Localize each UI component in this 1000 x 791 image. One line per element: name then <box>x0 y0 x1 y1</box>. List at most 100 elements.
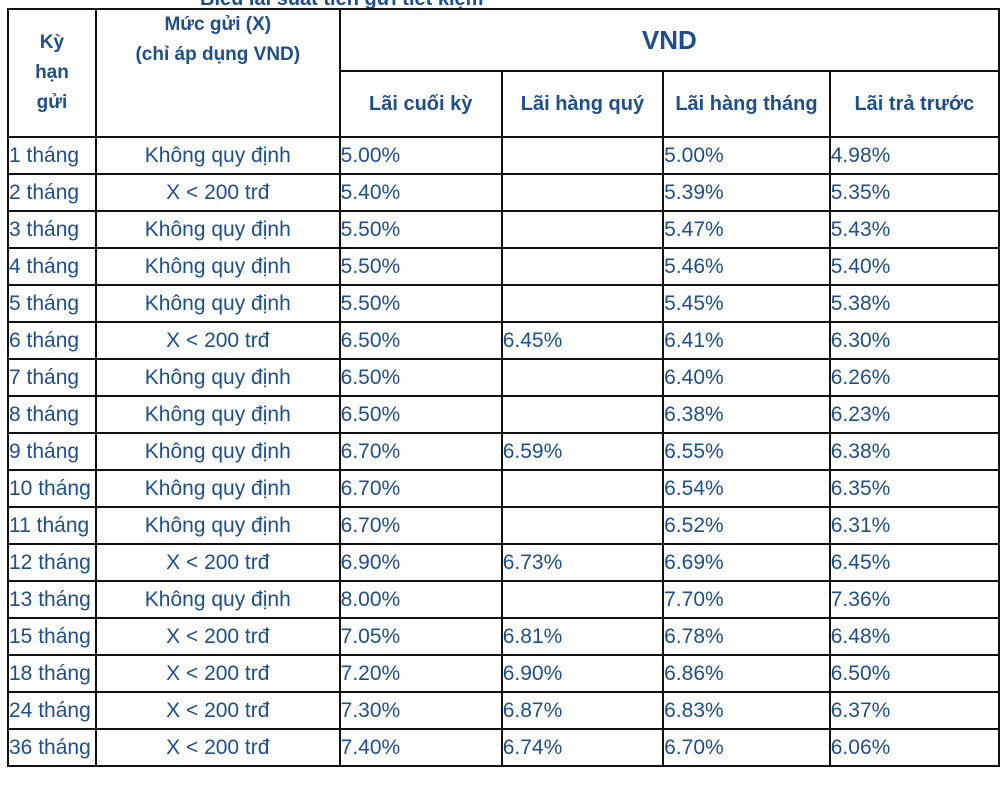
cell-amount: X < 200 trđ <box>94 173 341 212</box>
cell-term: 13 tháng <box>7 580 97 619</box>
cell-prepaid-rate: 5.35% <box>828 173 1000 212</box>
cell-quarterly-rate: 6.73% <box>500 543 665 582</box>
cell-monthly-rate: 6.41% <box>662 321 831 360</box>
cell-quarterly-rate <box>500 173 665 212</box>
cell-end-rate: 6.50% <box>338 358 503 397</box>
cell-monthly-rate: 5.47% <box>662 210 831 249</box>
cell-prepaid-rate: 4.98% <box>828 136 1000 175</box>
cell-quarterly-rate: 6.87% <box>500 691 665 730</box>
cell-amount: Không quy định <box>94 210 341 249</box>
cell-prepaid-rate: 6.38% <box>828 432 1000 471</box>
cell-prepaid-rate: 6.31% <box>828 506 1000 545</box>
cell-quarterly-rate <box>500 284 665 323</box>
cell-amount: X < 200 trđ <box>94 321 341 360</box>
cell-monthly-rate: 6.86% <box>662 654 831 693</box>
rate-table-body: 1 tháng Không quy định 5.00% 5.00% 4.98% 2 th… <box>7 136 1000 767</box>
cell-term: 12 tháng <box>7 543 97 582</box>
cell-amount: Không quy định <box>94 284 341 323</box>
header-term-label: Kỳ hạn gửi <box>35 32 69 113</box>
cell-term: 1 tháng <box>7 136 97 175</box>
cell-monthly-rate: 6.78% <box>662 617 831 656</box>
cell-monthly-rate: 5.39% <box>662 173 831 212</box>
cell-term: 5 tháng <box>7 284 97 323</box>
page-caption: Biểu lãi suất tiền gửi tiết kiệm <box>200 0 800 10</box>
cell-monthly-rate: 6.52% <box>662 506 831 545</box>
cell-amount: X < 200 trđ <box>94 617 341 656</box>
table-row: 8 tháng Không quy định 6.50% 6.38% 6.23% <box>7 395 1000 434</box>
cell-monthly-rate: 6.40% <box>662 358 831 397</box>
table-row: 3 tháng Không quy định 5.50% 5.47% 5.43% <box>7 210 1000 249</box>
cell-term: 7 tháng <box>7 358 97 397</box>
cell-end-rate: 5.50% <box>338 210 503 249</box>
cell-amount: Không quy định <box>94 580 341 619</box>
cell-prepaid-rate: 6.50% <box>828 654 1000 693</box>
header-currency: VND <box>338 8 1000 72</box>
cell-end-rate: 7.05% <box>338 617 503 656</box>
cell-amount: X < 200 trđ <box>94 543 341 582</box>
cell-end-rate: 7.20% <box>338 654 503 693</box>
cell-amount: Không quy định <box>94 136 341 175</box>
cell-amount: Không quy định <box>94 395 341 434</box>
cell-monthly-rate: 6.38% <box>662 395 831 434</box>
cell-quarterly-rate <box>500 210 665 249</box>
table-row: 7 tháng Không quy định 6.50% 6.40% 6.26% <box>7 358 1000 397</box>
cell-amount: Không quy định <box>94 358 341 397</box>
table-row: 11 tháng Không quy định 6.70% 6.52% 6.31% <box>7 506 1000 545</box>
cell-quarterly-rate: 6.59% <box>500 432 665 471</box>
header-amount-line2: (chỉ áp dụng VND) <box>135 44 301 65</box>
cell-end-rate: 6.50% <box>338 321 503 360</box>
cell-prepaid-rate: 6.26% <box>828 358 1000 397</box>
cell-quarterly-rate <box>500 506 665 545</box>
cell-quarterly-rate <box>500 247 665 286</box>
cell-monthly-rate: 6.54% <box>662 469 831 508</box>
cell-amount: X < 200 trđ <box>94 654 341 693</box>
cell-quarterly-rate: 6.45% <box>500 321 665 360</box>
cell-quarterly-rate: 6.90% <box>500 654 665 693</box>
cell-end-rate: 6.70% <box>338 432 503 471</box>
cell-term: 11 tháng <box>7 506 97 545</box>
header-quarterly: Lãi hàng quý <box>500 70 665 138</box>
cell-term: 10 tháng <box>7 469 97 508</box>
cell-term: 18 tháng <box>7 654 97 693</box>
cell-prepaid-rate: 6.30% <box>828 321 1000 360</box>
cell-term: 6 tháng <box>7 321 97 360</box>
cell-prepaid-rate: 5.40% <box>828 247 1000 286</box>
cell-quarterly-rate <box>500 469 665 508</box>
cell-term: 15 tháng <box>7 617 97 656</box>
table-row: 12 tháng X < 200 trđ 6.90% 6.73% 6.69% 6.45% <box>7 543 1000 582</box>
cell-monthly-rate: 5.46% <box>662 247 831 286</box>
header-amount: Mức gửi (X) (chỉ áp dụng VND) <box>94 8 341 138</box>
table-row: 13 tháng Không quy định 8.00% 7.70% 7.36% <box>7 580 1000 619</box>
cell-monthly-rate: 5.45% <box>662 284 831 323</box>
table-row: 18 tháng X < 200 trđ 7.20% 6.90% 6.86% 6.50% <box>7 654 1000 693</box>
header-end-of-term: Lãi cuối kỳ <box>338 70 503 138</box>
table-row: 36 tháng X < 200 trđ 7.40% 6.74% 6.70% 6.06% <box>7 728 1000 767</box>
header-term: Kỳ hạn gửi <box>7 8 97 138</box>
cell-prepaid-rate: 7.36% <box>828 580 1000 619</box>
header-amount-line1: Mức gửi (X) <box>164 14 272 35</box>
cell-monthly-rate: 6.70% <box>662 728 831 767</box>
cell-end-rate: 8.00% <box>338 580 503 619</box>
cell-term: 24 tháng <box>7 691 97 730</box>
cell-amount: Không quy định <box>94 506 341 545</box>
table-row: 1 tháng Không quy định 5.00% 5.00% 4.98% <box>7 136 1000 175</box>
table-row: 2 tháng X < 200 trđ 5.40% 5.39% 5.35% <box>7 173 1000 212</box>
cell-end-rate: 6.70% <box>338 469 503 508</box>
cell-prepaid-rate: 6.45% <box>828 543 1000 582</box>
cell-quarterly-rate <box>500 395 665 434</box>
cell-amount: X < 200 trđ <box>94 728 341 767</box>
cell-prepaid-rate: 5.43% <box>828 210 1000 249</box>
cell-prepaid-rate: 6.35% <box>828 469 1000 508</box>
cell-prepaid-rate: 6.48% <box>828 617 1000 656</box>
cell-end-rate: 5.50% <box>338 284 503 323</box>
cell-monthly-rate: 7.70% <box>662 580 831 619</box>
cell-term: 4 tháng <box>7 247 97 286</box>
cell-end-rate: 6.70% <box>338 506 503 545</box>
header-prepaid: Lãi trả trước <box>828 70 1000 138</box>
cell-amount: X < 200 trđ <box>94 691 341 730</box>
table-row: 10 tháng Không quy định 6.70% 6.54% 6.35% <box>7 469 1000 508</box>
cell-term: 2 tháng <box>7 173 97 212</box>
cell-prepaid-rate: 6.37% <box>828 691 1000 730</box>
interest-rate-table: Kỳ hạn gửi Mức gửi (X) (chỉ áp dụng VND)… <box>7 8 1000 767</box>
table-row: 15 tháng X < 200 trđ 7.05% 6.81% 6.78% 6.48% <box>7 617 1000 656</box>
